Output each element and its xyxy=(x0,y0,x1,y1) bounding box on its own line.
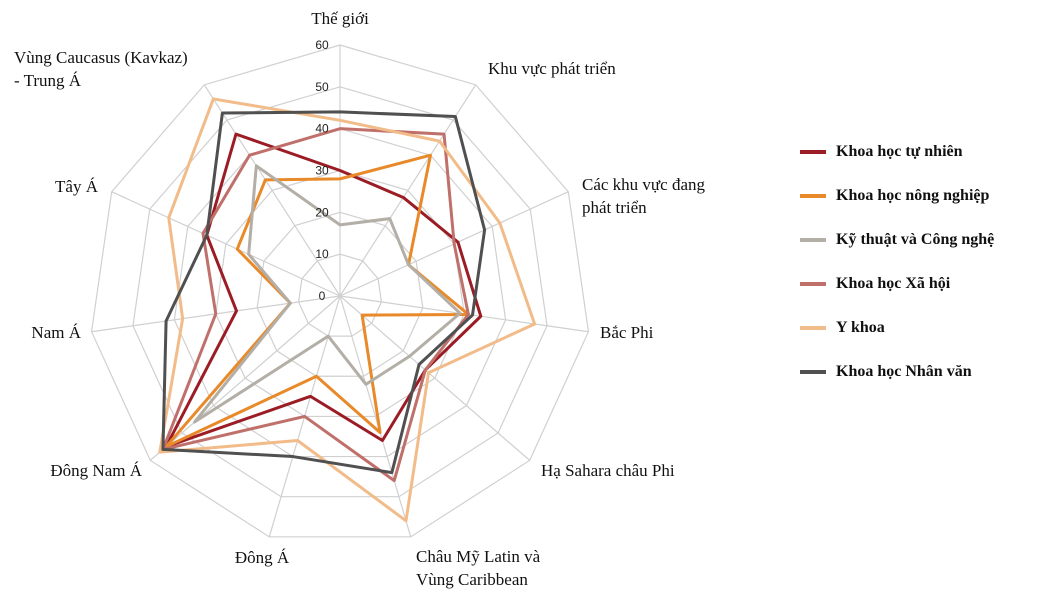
tick-label: 20 xyxy=(315,205,329,219)
grid-ring xyxy=(132,86,548,498)
legend-item: Khoa học nông nghiệp xyxy=(800,174,994,218)
legend-item: Khoa học tự nhiên xyxy=(800,130,994,174)
tick-label: 50 xyxy=(315,80,329,94)
tick-label: 40 xyxy=(315,122,329,136)
tick-label: 30 xyxy=(315,164,329,178)
radar-tick-labels: 0 10 20 30 40 50 60 xyxy=(315,38,329,303)
series-line-5 xyxy=(158,97,537,523)
series-line-2 xyxy=(164,153,470,449)
legend-label: Khoa học Xã hội xyxy=(836,275,951,292)
axis-spoke xyxy=(203,84,341,297)
axis-spoke xyxy=(149,295,341,461)
legend-item: Kỹ thuật và Công nghệ xyxy=(800,218,994,262)
axis-spoke xyxy=(339,84,477,297)
legend-item: Khoa học Nhân văn xyxy=(800,350,994,394)
axis-label: Nam Á xyxy=(31,323,81,342)
grid-ring xyxy=(215,169,465,418)
chart-legend: Khoa học tự nhiên Khoa học nông nghiệp Kỹ … xyxy=(800,130,994,394)
axis-label: Bắc Phi xyxy=(600,323,654,342)
tick-label: 10 xyxy=(315,247,329,261)
legend-label: Khoa học nông nghiệp xyxy=(836,187,990,204)
grid-ring xyxy=(297,253,383,337)
legend-swatch xyxy=(800,238,826,242)
axis-label: Tây Á xyxy=(55,177,99,196)
axis-label: Hạ Sahara châu Phi xyxy=(541,461,675,480)
series-line-4 xyxy=(161,127,470,483)
axis-label: Khu vực phát triển xyxy=(488,59,616,78)
series-line-6 xyxy=(161,110,487,475)
tick-label: 0 xyxy=(319,289,326,303)
axis-spoke xyxy=(339,295,412,538)
grid-ring xyxy=(90,44,590,538)
axis-label: Các khu vực đang phát triển xyxy=(582,175,705,217)
axis-label: Đông Á xyxy=(235,548,290,567)
tick-label: 60 xyxy=(315,38,329,52)
legend-swatch xyxy=(800,326,826,330)
legend-swatch xyxy=(800,150,826,154)
legend-item: Khoa học Xã hội xyxy=(800,262,994,306)
legend-label: Khoa học tự nhiên xyxy=(836,143,963,160)
legend-swatch xyxy=(800,194,826,198)
axis-label: Châu Mỹ Latin và Vùng Caribbean xyxy=(416,547,541,589)
axis-spoke xyxy=(339,295,531,461)
legend-label: Y khoa xyxy=(836,319,885,336)
axis-label: Thế giới xyxy=(311,9,369,28)
axis-label: Đông Nam Á xyxy=(50,461,142,480)
axis-spoke xyxy=(111,191,341,297)
radar-chart: 0 10 20 30 40 50 60 Thế giới Khu vực phát triển… xyxy=(14,9,705,589)
series-line-3 xyxy=(193,164,462,424)
legend-swatch xyxy=(800,282,826,286)
radar-series xyxy=(158,97,537,523)
legend-item: Y khoa xyxy=(800,306,994,350)
legend-swatch xyxy=(800,370,826,374)
axis-label: Vùng Caucasus (Kavkaz) - Trung Á xyxy=(14,48,188,90)
legend-label: Kỹ thuật và Công nghệ xyxy=(836,231,995,248)
legend-label: Khoa học Nhân văn xyxy=(836,363,972,380)
radar-axis-labels: Thế giới Khu vực phát triển Các khu vực đa… xyxy=(14,9,705,589)
